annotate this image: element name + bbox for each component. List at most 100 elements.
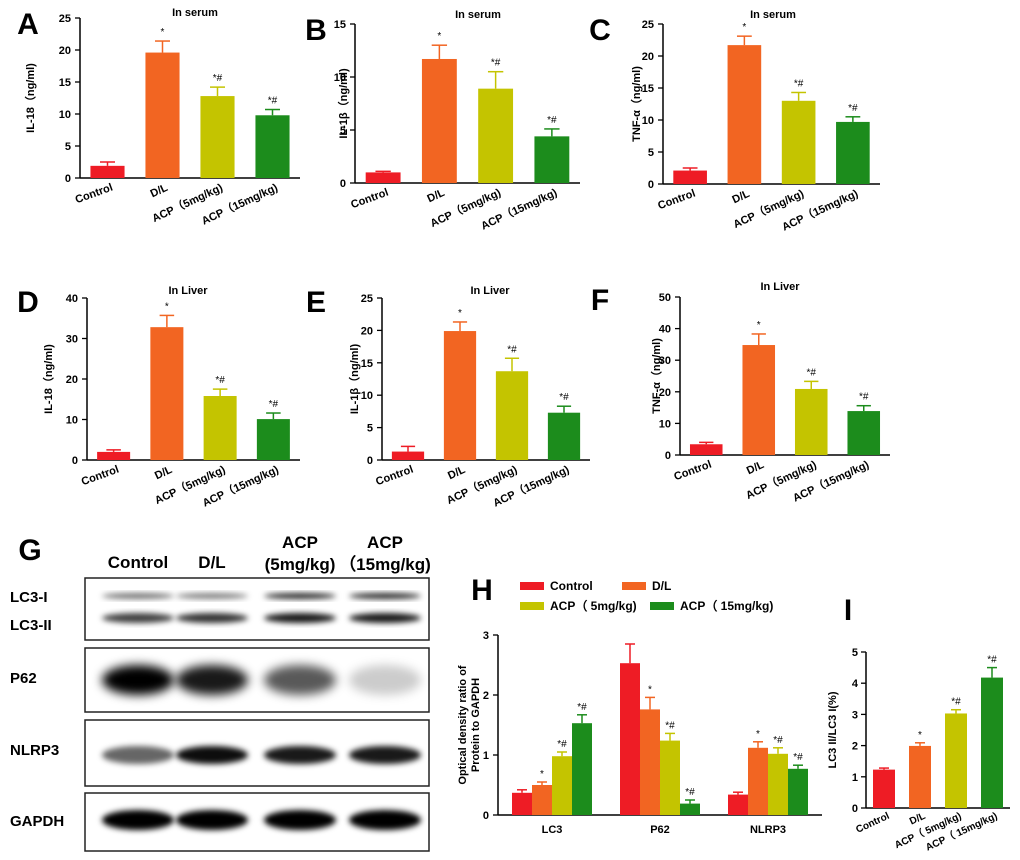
panel-label: G: [18, 534, 41, 567]
y-axis-label: Optical density ratio of: [457, 665, 469, 785]
x-tick-label: D/L: [446, 464, 467, 482]
blot-band: [176, 810, 248, 830]
panel-label: B: [305, 14, 327, 47]
legend-label: ACP（ 15mg/kg): [680, 598, 773, 613]
y-tick-label: 20: [642, 51, 654, 63]
significance-mark: *#: [793, 752, 803, 763]
x-tick-label: D/L: [730, 188, 751, 206]
bar: [909, 745, 931, 808]
panel-title: In Liver: [168, 285, 208, 297]
y-axis-label: LC3 II/LC3 I(%): [827, 691, 839, 768]
y-tick-label: 10: [361, 390, 373, 402]
blot-band: [264, 810, 336, 830]
y-tick-label: 30: [66, 334, 78, 346]
bar: [512, 792, 532, 815]
blot-band: [102, 593, 174, 599]
blot-band: [264, 746, 336, 764]
y-tick-label: 0: [648, 179, 654, 191]
lane-header: （15mg/kg): [339, 554, 431, 574]
significance-mark: *#: [848, 103, 858, 114]
significance-mark: *: [540, 769, 544, 780]
panel-label: E: [306, 286, 326, 319]
legend-swatch: [520, 582, 544, 590]
lane-header: ACP: [367, 533, 403, 552]
y-tick-label: 25: [59, 13, 71, 25]
significance-mark: *#: [213, 73, 223, 84]
significance-mark: *#: [859, 392, 869, 403]
bar: [689, 444, 723, 455]
blot-band: [349, 613, 421, 623]
bar: [391, 451, 425, 460]
bar: [640, 709, 660, 815]
blot-band: [102, 665, 174, 695]
bar: [847, 411, 881, 455]
significance-mark: *#: [577, 702, 587, 713]
bar: [200, 96, 235, 178]
panel-c: C In serum 0 5 10 15 20 25 TNF-α（ng/ml) Control * D…: [589, 9, 880, 234]
y-tick-label: 0: [65, 173, 71, 185]
y-tick-label: 15: [361, 358, 373, 370]
y-axis-label: IL-18（ng/ml): [42, 344, 55, 414]
y-tick-label: 15: [334, 19, 346, 31]
x-tick-label: Control: [80, 464, 121, 489]
significance-mark: *#: [807, 367, 817, 378]
significance-mark: *#: [559, 392, 569, 403]
y-tick-label: 0: [340, 178, 346, 190]
significance-mark: *#: [951, 697, 961, 708]
significance-mark: *#: [773, 735, 783, 746]
bar: [981, 677, 1003, 808]
significance-mark: *: [756, 729, 760, 740]
blot-band: [176, 746, 248, 764]
y-tick-label: 40: [659, 324, 671, 336]
panel-label: A: [17, 8, 39, 41]
band-label: LC3-II: [10, 617, 52, 634]
significance-mark: *#: [507, 344, 517, 355]
y-tick-label: 25: [361, 293, 373, 305]
panel-e: E In Liver 0 5 10 15 20 25 IL-1β（ng/ml) Control * D…: [306, 285, 590, 510]
bar: [478, 88, 514, 183]
lane-header: (5mg/kg): [265, 555, 336, 574]
legend-swatch: [622, 582, 646, 590]
y-axis-label: TNF-α（ng/ml): [650, 338, 663, 414]
legend-swatch: [650, 602, 674, 610]
bar: [365, 172, 401, 183]
significance-mark: *: [161, 27, 165, 38]
x-tick-label: D/L: [908, 811, 927, 828]
panel-label: H: [471, 574, 493, 607]
y-tick-label: 0: [367, 455, 373, 467]
blot-band: [176, 665, 248, 695]
y-tick-label: 1: [483, 750, 489, 762]
y-tick-label: 20: [361, 325, 373, 337]
significance-mark: *: [918, 730, 922, 741]
y-axis-label: IL-18（ng/ml): [24, 63, 37, 133]
bar: [727, 45, 762, 185]
bar: [547, 412, 581, 460]
bar: [572, 723, 592, 815]
lane-header: D/L: [198, 553, 225, 572]
significance-mark: *: [742, 22, 746, 33]
bar: [145, 52, 180, 179]
significance-mark: *: [165, 301, 169, 312]
bar: [788, 768, 808, 815]
blot-band: [176, 593, 248, 599]
significance-mark: *#: [547, 115, 557, 126]
panel-label: C: [589, 14, 611, 47]
bar: [552, 756, 572, 815]
panel-title: In serum: [750, 9, 796, 21]
blot-band: [176, 613, 248, 623]
panel-title: In serum: [455, 9, 501, 21]
significance-mark: *#: [987, 655, 997, 666]
band-label: LC3-I: [10, 589, 48, 606]
bar: [90, 165, 125, 178]
y-tick-label: 40: [66, 293, 78, 305]
blot-band: [102, 810, 174, 830]
panel-label: F: [591, 284, 609, 317]
y-tick-label: 10: [59, 109, 71, 121]
bar: [660, 740, 680, 815]
y-tick-label: 10: [334, 72, 346, 84]
y-tick-label: 20: [59, 45, 71, 57]
y-tick-label: 20: [659, 387, 671, 399]
y-tick-label: 50: [659, 292, 671, 304]
lane-header: Control: [108, 553, 168, 572]
